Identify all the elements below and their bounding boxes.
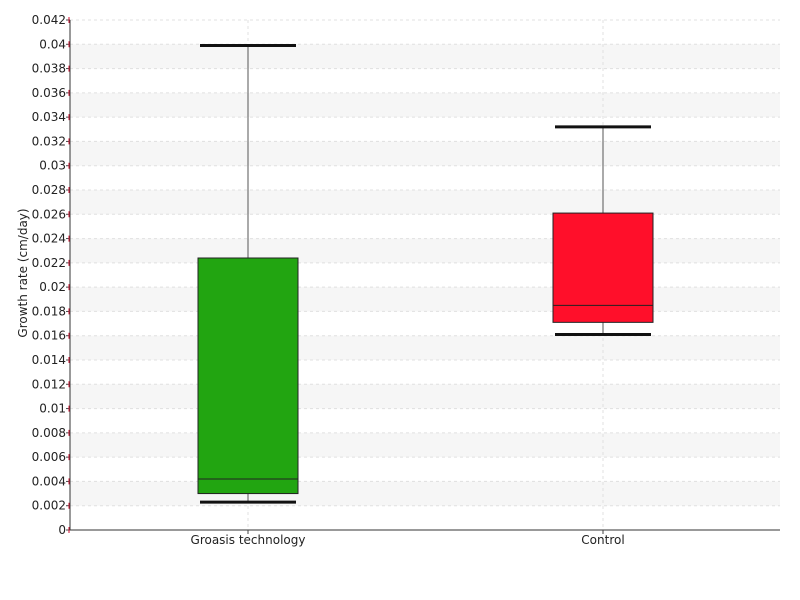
y-tick-label: 0.01 — [39, 402, 66, 416]
grid-band — [70, 287, 780, 312]
y-tick-label: 0.022 — [32, 256, 66, 270]
axes — [69, 20, 780, 531]
grid-band — [70, 141, 780, 166]
y-tick-label: 0.014 — [32, 353, 66, 367]
y-tick-label: 0.02 — [39, 280, 66, 294]
box-groasis-technology — [197, 44, 299, 504]
grid-band — [70, 190, 780, 215]
box-control — [552, 125, 654, 336]
grid-band — [70, 44, 780, 69]
y-tick-label: 0.006 — [32, 450, 66, 464]
y-tick-label: 0.038 — [32, 62, 66, 76]
gridlines — [70, 19, 780, 530]
x-axis-labels: Groasis technology Control — [191, 530, 625, 547]
y-tick-label: 0.042 — [32, 13, 66, 27]
y-tick-label: 0.012 — [32, 377, 66, 391]
y-tick-label: 0.04 — [39, 37, 66, 51]
y-tick-label: 0.034 — [32, 110, 66, 124]
grid-bands — [70, 44, 780, 506]
y-tick-label: 0.032 — [32, 134, 66, 148]
grid-band — [70, 481, 780, 506]
box-series — [197, 44, 654, 504]
box-body — [197, 257, 299, 495]
y-tick-label: 0.018 — [32, 304, 66, 318]
y-tick-label: 0.026 — [32, 207, 66, 221]
grid-band — [70, 92, 780, 118]
x-category-label: Control — [581, 533, 624, 547]
y-tick-label: 0.004 — [32, 474, 66, 488]
grid-band — [70, 432, 780, 458]
x-category-label: Groasis technology — [191, 533, 306, 547]
y-tick-label: 0.008 — [32, 426, 66, 440]
y-tick-label: 0 — [58, 523, 66, 537]
y-tick-label: 0.016 — [32, 329, 66, 343]
grid-band — [70, 384, 780, 409]
box-body — [552, 212, 654, 323]
y-tick-label: 0.002 — [32, 499, 66, 513]
grid-band — [70, 335, 780, 360]
y-tick-label: 0.036 — [32, 86, 66, 100]
y-axis-ticks: 0 0.002 0.004 0.006 0.008 0.01 0.012 0.014 0.016… — [32, 13, 70, 537]
y-tick-label: 0.03 — [39, 159, 66, 173]
y-tick-label: 0.028 — [32, 183, 66, 197]
grid-band — [70, 238, 780, 263]
y-tick-label: 0.024 — [32, 232, 66, 246]
y-axis-title: Growth rate (cm/day) — [16, 208, 30, 337]
